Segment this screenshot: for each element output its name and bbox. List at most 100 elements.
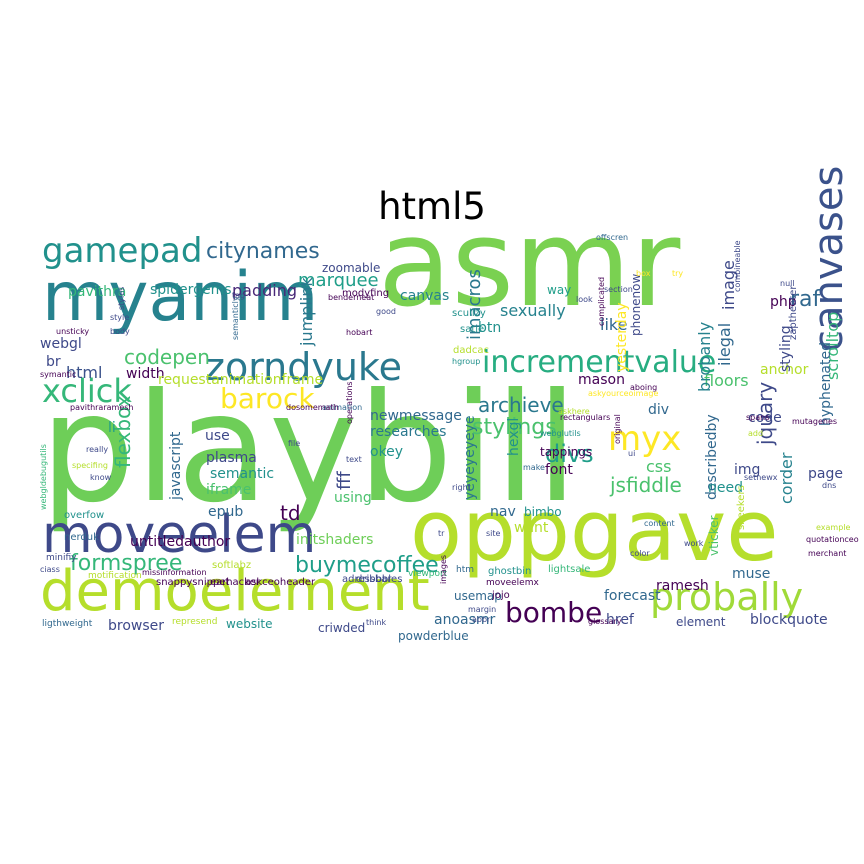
- cloud-word-want: want: [514, 520, 549, 536]
- cloud-word-dosomemath: dosomemath: [286, 403, 339, 412]
- cloud-word-div: div: [648, 402, 669, 418]
- cloud-word-nav: nav: [490, 504, 516, 520]
- cloud-word-asmr: asmr: [378, 195, 681, 334]
- cloud-word-complicated: complicated: [597, 277, 606, 326]
- cloud-word-mason: mason: [578, 372, 625, 388]
- cloud-word-styles: styles: [117, 287, 126, 310]
- cloud-word-canvases: canvases: [806, 166, 852, 352]
- cloud-word-incrementvalue: incrementvalue: [482, 345, 716, 380]
- cloud-word-softlabz: softlabz: [212, 560, 251, 571]
- cloud-word-need: need: [708, 480, 743, 496]
- cloud-word-flexbox: flexbox: [111, 395, 135, 468]
- cloud-word-blockquote: blockquote: [750, 612, 828, 628]
- cloud-word-divs: divs: [545, 440, 594, 468]
- cloud-word-font: font: [545, 462, 573, 478]
- cloud-word-moveelemx: moveelemx: [486, 578, 539, 588]
- cloud-word-null: null: [780, 279, 795, 288]
- cloud-word-really: really: [86, 445, 108, 454]
- cloud-word-motification: motification: [88, 571, 142, 581]
- cloud-word-section: section: [604, 285, 633, 294]
- cloud-word-right: right: [452, 483, 471, 492]
- cloud-word-ciass: ciass: [40, 565, 60, 574]
- cloud-word-using: using: [334, 490, 372, 506]
- cloud-word-nerduk: nerduk: [64, 532, 99, 543]
- cloud-word-plasma: plasma: [206, 450, 257, 466]
- cloud-word-dribbbles: dribbbles: [356, 574, 402, 585]
- cloud-word-good: good: [376, 307, 396, 316]
- cloud-word-raf: raf: [790, 287, 822, 312]
- cloud-word-abbr: abbr: [472, 615, 491, 624]
- cloud-word-viewport: viewport: [408, 569, 448, 579]
- cloud-word-scullzy: scullzy: [452, 308, 486, 319]
- cloud-word-semantic: semantic: [210, 466, 274, 482]
- cloud-word-semanticly: semanticly: [231, 296, 240, 340]
- cloud-word-page: page: [808, 466, 843, 482]
- cloud-word-jsfiddle: jsfiddle: [609, 473, 682, 497]
- cloud-word-zaptheater: zaptheater: [788, 285, 799, 340]
- cloud-word-operations: operations: [345, 381, 354, 424]
- cloud-word-askyourceoimage: askyourceoimage: [588, 389, 658, 398]
- cloud-word-vticker: vticker: [707, 515, 721, 556]
- cloud-word-zoomable: zoomable: [322, 261, 380, 275]
- cloud-word-untitledauthor: untitledauthor: [130, 534, 230, 550]
- cloud-word-glossary: glossary: [588, 617, 622, 626]
- cloud-word-aboing: aboing: [630, 383, 657, 392]
- cloud-word-jquary: jquary: [753, 382, 777, 446]
- cloud-word-epub: epub: [208, 504, 243, 520]
- cloud-word-anchor: anchor: [760, 362, 809, 378]
- cloud-word-anoasmr: anoasmr: [434, 612, 496, 628]
- cloud-word-jojo: jojo: [491, 590, 510, 601]
- cloud-word-bombe: bombe: [505, 596, 602, 629]
- cloud-word-work: work: [684, 539, 704, 548]
- cloud-word-styling: styling: [778, 325, 794, 372]
- cloud-word-code: code: [748, 410, 782, 426]
- cloud-word-myanim: myanim: [42, 258, 318, 337]
- cloud-word-powderblue: powderblue: [398, 629, 469, 643]
- cloud-word-probally: probally: [650, 575, 803, 619]
- cloud-word-img: img: [734, 462, 760, 478]
- cloud-word-pavithraramesh: pavithraramesh: [70, 403, 133, 412]
- cloud-word-muse: muse: [732, 566, 770, 582]
- cloud-word-represend: represend: [172, 617, 217, 627]
- cloud-word-fff: fff: [334, 471, 355, 490]
- cloud-word-missinformation: missinformation: [142, 568, 207, 577]
- cloud-word-hexgl: hexgl: [506, 418, 522, 456]
- cloud-word-images: images: [439, 555, 448, 584]
- cloud-word-describedby: describedby: [704, 414, 720, 500]
- cloud-word-askceoheader: askceoheader: [245, 577, 316, 588]
- cloud-word-oppgave: oppgave: [410, 482, 779, 581]
- cloud-title: html5: [378, 185, 486, 228]
- cloud-word-myx: myx: [608, 419, 681, 459]
- cloud-word-quotationceo: quotationceo: [806, 535, 859, 544]
- cloud-word-box: box: [636, 269, 651, 278]
- cloud-word-usemap: usemap: [454, 589, 502, 603]
- cloud-word-citynames: citynames: [206, 239, 320, 264]
- cloud-word-hgroup: hgroup: [452, 357, 480, 366]
- cloud-word-archieve: archieve: [478, 393, 564, 417]
- cloud-word-sexually: sexually: [500, 301, 566, 320]
- cloud-word-corder: corder: [777, 452, 796, 504]
- cloud-word-playbill: playbill: [40, 362, 578, 536]
- cloud-word-mutagenes: mutagenes: [792, 417, 837, 426]
- cloud-word-initshaders: initshaders: [296, 532, 373, 548]
- cloud-word-dadcac: dadcac: [453, 345, 489, 356]
- cloud-word-iframe: iframe: [206, 482, 251, 498]
- cloud-word-setnewx: setnewx: [744, 473, 778, 482]
- cloud-word-overfow: overfow: [64, 510, 104, 521]
- cloud-word-okey: okey: [370, 444, 403, 460]
- cloud-word-webgl: webgl: [40, 336, 82, 352]
- cloud-word-li: li: [108, 420, 116, 436]
- cloud-word-demoelement: demoelement: [40, 559, 430, 624]
- cloud-word-html: html: [66, 363, 102, 382]
- cloud-word-btn: btn: [478, 320, 501, 336]
- cloud-word-spans: spans: [746, 413, 769, 422]
- cloud-word-browser: browser: [108, 618, 164, 634]
- cloud-word-body: body: [110, 327, 130, 336]
- cloud-word-newmessage: newmessage: [370, 408, 462, 424]
- cloud-word-way: way: [547, 283, 571, 297]
- cloud-word-file: file: [288, 439, 300, 448]
- cloud-word-try: try: [672, 269, 683, 278]
- cloud-word-ramesh: ramesh: [656, 578, 709, 594]
- cloud-word-zorndyuke: zorndyuke: [205, 345, 402, 389]
